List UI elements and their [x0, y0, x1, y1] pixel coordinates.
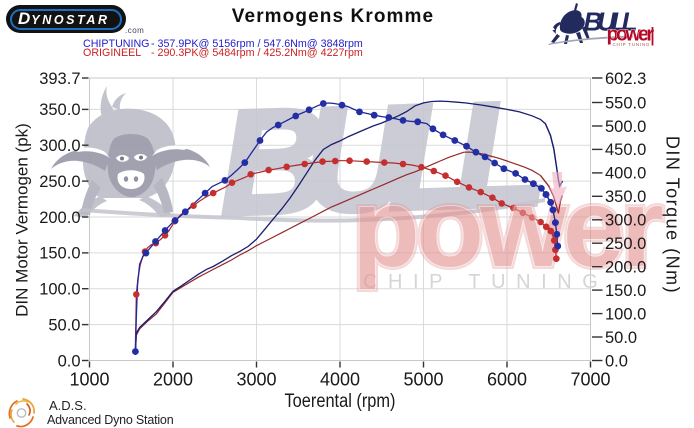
svg-text:CHIP TUNING: CHIP TUNING [613, 42, 650, 47]
svg-text:500.0: 500.0 [605, 118, 646, 136]
svg-text:200.0: 200.0 [605, 259, 646, 277]
svg-text:DIN Torque (Nm): DIN Torque (Nm) [663, 136, 683, 294]
svg-text:A.D.S.: A.D.S. [49, 398, 87, 413]
svg-text:150.0: 150.0 [39, 245, 80, 263]
svg-text:0.0: 0.0 [58, 352, 81, 370]
svg-text:400.0: 400.0 [605, 165, 646, 183]
svg-text:350.0: 350.0 [605, 188, 646, 206]
svg-text:power: power [607, 24, 655, 46]
svg-text:BULL: BULL [584, 7, 638, 37]
svg-text:DIN Motor Vermogen (pk): DIN Motor Vermogen (pk) [13, 123, 32, 317]
svg-text:BULL: BULL [218, 72, 548, 246]
svg-text:3000: 3000 [236, 370, 276, 390]
svg-text:2000: 2000 [153, 370, 193, 390]
svg-text:power: power [352, 166, 663, 290]
svg-text:250.0: 250.0 [39, 173, 80, 191]
svg-text:5000: 5000 [403, 370, 443, 390]
svg-text:100.0: 100.0 [605, 305, 646, 323]
svg-text:393.7: 393.7 [39, 70, 80, 88]
svg-text:300.0: 300.0 [39, 137, 80, 155]
svg-text:Advanced Dyno Station: Advanced Dyno Station [47, 413, 174, 427]
svg-text:50.0: 50.0 [48, 316, 80, 334]
svg-text:150.0: 150.0 [605, 282, 646, 300]
svg-text:450.0: 450.0 [605, 141, 646, 159]
svg-text:0.0: 0.0 [605, 352, 628, 370]
svg-text:602.3: 602.3 [605, 70, 646, 88]
svg-text:300.0: 300.0 [605, 212, 646, 230]
svg-text:550.0: 550.0 [605, 94, 646, 112]
svg-text:7000: 7000 [570, 370, 610, 390]
svg-text:50.0: 50.0 [605, 329, 637, 347]
svg-text:4000: 4000 [320, 370, 360, 390]
svg-text:power: power [352, 166, 663, 290]
svg-text:350.0: 350.0 [39, 101, 80, 119]
svg-text:Toerental (rpm): Toerental (rpm) [285, 391, 396, 412]
svg-text:250.0: 250.0 [605, 235, 646, 253]
svg-text:CHIP TUNING: CHIP TUNING [363, 271, 609, 293]
svg-text:100.0: 100.0 [39, 281, 80, 299]
svg-text:6000: 6000 [487, 370, 527, 390]
svg-text:200.0: 200.0 [39, 209, 80, 227]
svg-text:1000: 1000 [69, 370, 109, 390]
